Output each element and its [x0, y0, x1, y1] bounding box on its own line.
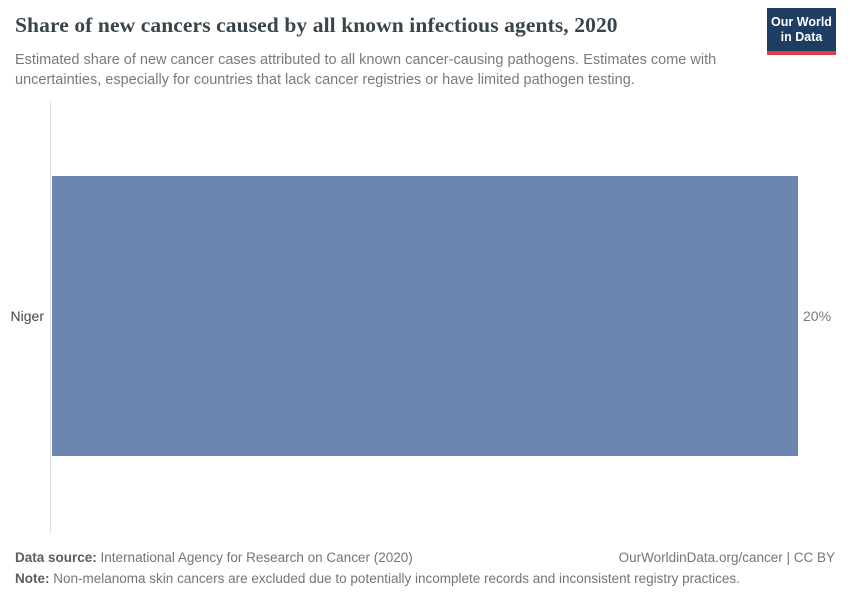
- plot-area: [50, 102, 798, 533]
- y-axis-entity-label: Niger: [10, 308, 44, 324]
- data-source-line: Data source: International Agency for Re…: [15, 548, 413, 568]
- owid-logo-line1: Our World: [771, 15, 832, 29]
- owid-logo[interactable]: Our World in Data: [767, 8, 836, 55]
- bar-value-label: 20%: [803, 308, 832, 324]
- owid-credit-link[interactable]: OurWorldinData.org/cancer | CC BY: [618, 550, 835, 565]
- owid-logo-line2: in Data: [780, 30, 823, 44]
- note-label: Note:: [15, 571, 50, 587]
- data-source-label: Data source:: [15, 550, 97, 565]
- note-line: Note: Non-melanoma skin cancers are excl…: [15, 571, 740, 586]
- chart-title: Share of new cancers caused by all known…: [15, 13, 618, 37]
- chart-footer: Data source: International Agency for Re…: [15, 548, 835, 590]
- data-source-text: International Agency for Research on Can…: [100, 550, 413, 565]
- bar[interactable]: [52, 176, 798, 456]
- chart-subtitle: Estimated share of new cancer cases attr…: [15, 52, 717, 88]
- note-text: Non-melanoma skin cancers are excluded d…: [53, 571, 740, 587]
